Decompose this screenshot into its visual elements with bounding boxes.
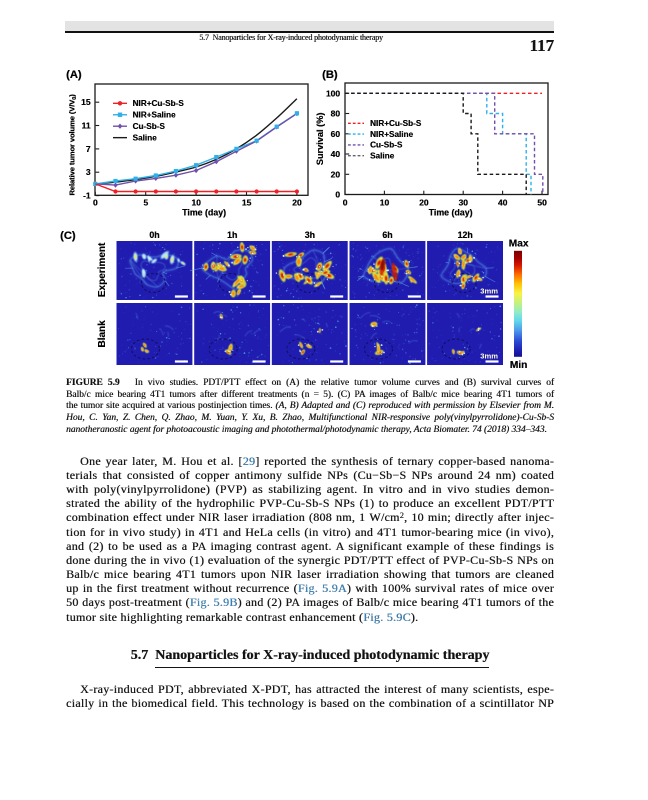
- svg-text:100: 100: [326, 88, 340, 98]
- svg-text:0: 0: [93, 198, 98, 208]
- svg-text:Relative tumor volume (V/V0): Relative tumor volume (V/V0): [68, 94, 78, 196]
- svg-text:10: 10: [191, 198, 201, 208]
- svg-text:1h: 1h: [227, 230, 237, 240]
- svg-text:0: 0: [343, 198, 348, 208]
- svg-text:Cu-Sb-S: Cu-Sb-S: [370, 141, 403, 150]
- svg-text:Survival (%): Survival (%): [315, 113, 325, 166]
- svg-text:6h: 6h: [382, 230, 392, 240]
- svg-text:15: 15: [242, 198, 252, 208]
- svg-text:3mm: 3mm: [480, 352, 498, 361]
- svg-text:Blank: Blank: [97, 320, 108, 348]
- svg-text:5: 5: [143, 198, 148, 208]
- svg-text:3mm: 3mm: [480, 287, 498, 296]
- svg-text:15: 15: [81, 97, 91, 107]
- svg-text:Saline: Saline: [370, 152, 395, 161]
- svg-text:20: 20: [292, 198, 302, 208]
- svg-text:40: 40: [498, 198, 508, 208]
- svg-text:80: 80: [331, 109, 341, 119]
- svg-text:30: 30: [458, 198, 468, 208]
- svg-text:(C): (C): [60, 230, 76, 242]
- svg-text:NIR+Cu-Sb-S: NIR+Cu-Sb-S: [370, 119, 422, 128]
- svg-text:0h: 0h: [149, 230, 159, 240]
- svg-text:NIR+Cu-Sb-S: NIR+Cu-Sb-S: [133, 99, 185, 108]
- svg-text:3: 3: [86, 167, 91, 177]
- svg-text:20: 20: [331, 169, 341, 179]
- svg-text:40: 40: [331, 149, 341, 159]
- svg-text:NIR+Saline: NIR+Saline: [133, 111, 176, 120]
- svg-text:(B): (B): [322, 69, 338, 81]
- svg-text:Time (day): Time (day): [429, 208, 473, 218]
- svg-text:Experiment: Experiment: [97, 242, 108, 297]
- svg-text:20: 20: [419, 198, 429, 208]
- svg-text:11: 11: [82, 121, 91, 131]
- svg-text:Time (day): Time (day): [182, 208, 226, 218]
- svg-text:(A): (A): [66, 69, 82, 81]
- svg-text:-1: -1: [83, 191, 91, 201]
- svg-text:3h: 3h: [305, 230, 315, 240]
- svg-text:Cu-Sb-S: Cu-Sb-S: [133, 122, 166, 131]
- svg-text:7: 7: [86, 144, 91, 154]
- svg-text:Min: Min: [510, 360, 528, 371]
- svg-text:Max: Max: [509, 239, 529, 250]
- svg-text:10: 10: [380, 198, 390, 208]
- svg-text:0: 0: [335, 190, 340, 200]
- svg-text:60: 60: [331, 129, 341, 139]
- svg-text:50: 50: [537, 198, 547, 208]
- svg-text:NIR+Saline: NIR+Saline: [370, 130, 413, 139]
- svg-text:12h: 12h: [458, 230, 473, 240]
- svg-text:Saline: Saline: [133, 133, 158, 142]
